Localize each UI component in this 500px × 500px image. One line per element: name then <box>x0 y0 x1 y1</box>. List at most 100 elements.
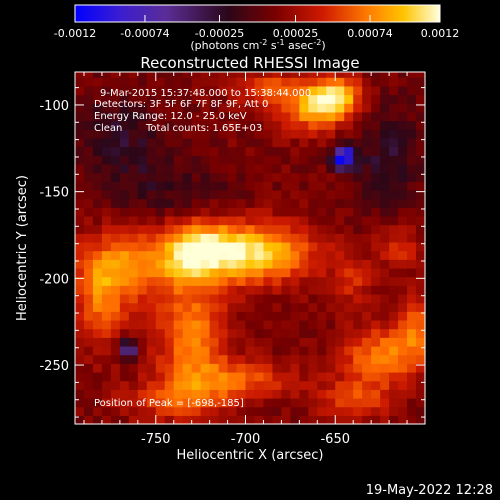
heatmap-cell <box>173 172 184 182</box>
heatmap-cell <box>326 224 336 234</box>
heatmap-cell <box>407 103 417 113</box>
heatmap-cell <box>281 120 291 130</box>
heatmap-cell <box>245 267 256 278</box>
heatmap-cell <box>398 293 408 304</box>
heatmap-cell <box>110 267 121 278</box>
heatmap-cell <box>254 354 265 364</box>
heatmap-cell <box>371 94 381 104</box>
heatmap-cell <box>245 137 256 148</box>
heatmap-cell <box>191 163 202 174</box>
heatmap-cell <box>353 85 363 96</box>
heatmap-cell <box>128 345 139 356</box>
heatmap-cell <box>101 380 112 390</box>
heatmap-cell <box>128 207 139 217</box>
heatmap-cell <box>75 189 85 200</box>
heatmap-cell <box>191 259 202 269</box>
heatmap-cell <box>362 397 372 408</box>
heatmap-cell <box>299 380 309 390</box>
heatmap-cell <box>407 363 417 373</box>
heatmap-cell <box>389 146 399 156</box>
heatmap-cell <box>75 319 85 330</box>
heatmap-cell <box>380 172 390 182</box>
heatmap-cell <box>173 94 184 104</box>
heatmap-cell <box>245 207 256 217</box>
heatmap-cell <box>317 363 327 373</box>
heatmap-cell <box>398 103 408 113</box>
heatmap-cell <box>101 198 112 208</box>
heatmap-cell <box>209 380 220 390</box>
heatmap-cell <box>371 85 381 96</box>
heatmap-cell <box>335 129 345 139</box>
heatmap-cell <box>101 72 112 78</box>
heatmap-cell <box>182 293 193 304</box>
heatmap-cell <box>101 259 112 269</box>
heatmap-cell <box>353 363 363 373</box>
heatmap-cell <box>245 337 256 347</box>
heatmap-cell <box>119 94 130 104</box>
heatmap-cell <box>308 77 318 87</box>
heatmap-cell <box>209 337 220 347</box>
heatmap-cell <box>308 267 318 278</box>
heatmap-cell <box>173 103 184 113</box>
heatmap-cell <box>299 215 309 226</box>
heatmap-cell <box>236 137 247 148</box>
heatmap-cell <box>110 371 121 382</box>
heatmap-cell <box>164 293 175 304</box>
heatmap-cell <box>281 85 291 96</box>
heatmap-cell <box>146 371 157 382</box>
heatmap-cell <box>128 406 139 416</box>
heatmap-cell <box>380 302 390 312</box>
heatmap-cell <box>317 111 327 122</box>
heatmap-cell <box>254 397 265 408</box>
time-range-label: 9-Mar-2015 15:37:48.000 to 15:38:44.000 <box>100 88 311 99</box>
heatmap-cell <box>407 163 417 174</box>
heatmap-cell <box>101 103 112 113</box>
heatmap-cell <box>209 224 220 234</box>
heatmap-cell <box>110 129 121 139</box>
heatmap-cell <box>128 285 139 295</box>
heatmap-cell <box>416 241 426 252</box>
heatmap-cell <box>218 77 229 87</box>
heatmap-cell <box>353 77 363 87</box>
heatmap-cell <box>218 259 229 269</box>
heatmap-cell <box>110 345 121 356</box>
heatmap-cell <box>173 293 184 304</box>
heatmap-cell <box>344 328 354 338</box>
heatmap-cell <box>308 155 318 165</box>
heatmap-cell <box>128 120 139 130</box>
heatmap-cell <box>227 345 238 356</box>
heatmap-cell <box>173 389 184 399</box>
heatmap-cell <box>389 406 399 416</box>
heatmap-cell <box>245 328 256 338</box>
heatmap-cell <box>254 155 265 165</box>
heatmap-cell <box>155 137 166 148</box>
heatmap-cell <box>290 250 300 260</box>
heatmap-cell <box>398 85 408 96</box>
heatmap-cell <box>92 137 103 148</box>
heatmap-cell <box>218 72 229 78</box>
heatmap-cell <box>416 120 426 130</box>
heatmap-cell <box>119 163 130 174</box>
heatmap-cell <box>146 189 157 200</box>
heatmap-cell <box>236 120 247 130</box>
heatmap-cell <box>209 129 220 139</box>
heatmap-cell <box>416 224 426 234</box>
heatmap-cell <box>146 415 157 425</box>
heatmap-cell <box>389 371 399 382</box>
heatmap-cell <box>254 189 265 200</box>
heatmap-cell <box>416 233 426 243</box>
heatmap-cell <box>335 181 345 191</box>
units-part: ) <box>321 39 325 52</box>
heatmap-cell <box>227 311 238 321</box>
heatmap-cell <box>182 72 193 78</box>
heatmap-cell <box>254 72 265 78</box>
heatmap-cell <box>371 155 381 165</box>
heatmap-cell <box>362 155 372 165</box>
heatmap-cell <box>164 311 175 321</box>
heatmap-cell <box>83 198 94 208</box>
heatmap-cell <box>344 415 354 425</box>
heatmap-cell <box>146 77 157 87</box>
heatmap-cell <box>344 146 354 156</box>
heatmap-cell <box>290 103 300 113</box>
heatmap-cell <box>308 302 318 312</box>
